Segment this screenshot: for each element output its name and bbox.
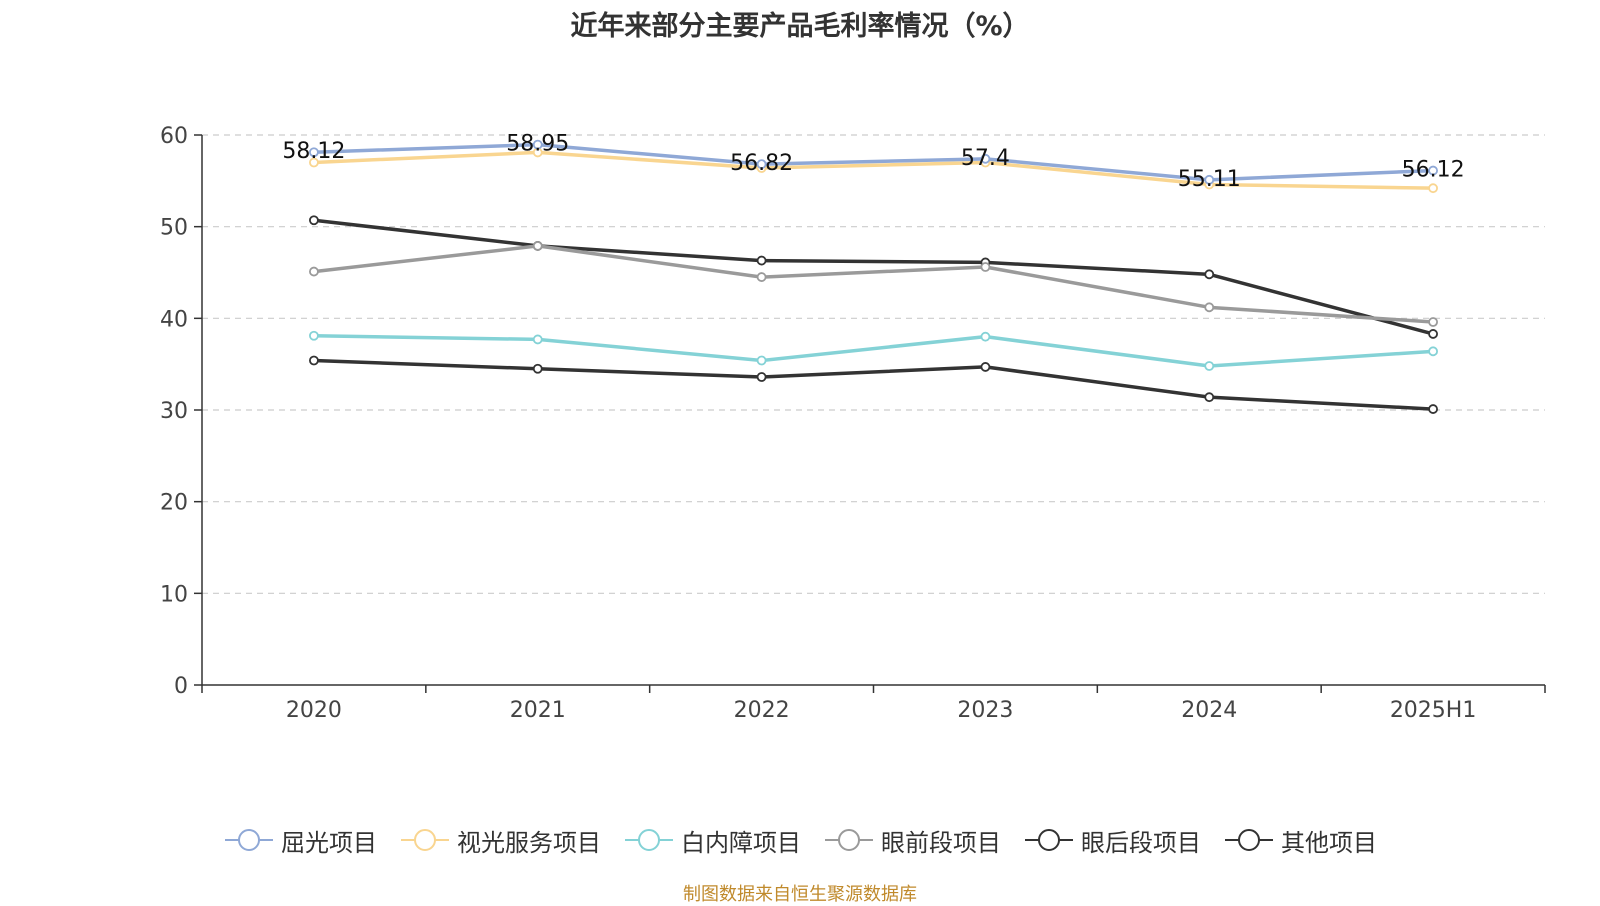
series-line [313,142,1434,182]
data-point [532,334,543,345]
data-point [309,330,319,341]
series-5 [309,215,1438,339]
legend-swatch [225,829,273,851]
x-tick-label: 2025H1 [1390,698,1477,723]
chart-title: 近年来部分主要产品毛利率情况（%） [570,11,1030,42]
y-tick-label: 20 [160,491,188,516]
data-point [532,241,543,251]
series-4 [309,241,1438,327]
data-point [980,153,991,164]
legend-label: 视光服务项目 [457,828,601,857]
data-point [756,272,767,282]
y-tick-label: 60 [160,124,188,149]
data-point [1428,317,1438,327]
data-point [756,159,767,170]
data-point [532,363,543,374]
series-line [313,358,1434,411]
x-tick-label: 2022 [734,698,790,723]
data-point [1204,269,1215,280]
x-tick-label: 2021 [510,698,566,723]
legend-item[interactable]: 屈光项目 [223,823,377,858]
series-line [313,334,1434,368]
data-point [1428,183,1438,194]
data-point [1204,174,1215,185]
data-label: 58.12 [282,139,345,164]
data-point [309,147,319,158]
data-point [1428,404,1438,414]
legend-swatch [825,829,873,851]
data-point [1204,392,1215,403]
data-point [1428,329,1438,339]
series-1 [309,139,1438,185]
legend-swatch [401,829,449,851]
x-tick-label: 2024 [1181,698,1237,723]
y-tick-label: 30 [160,399,188,424]
data-point [1204,361,1215,371]
series-6 [309,355,1438,414]
series-2 [309,147,1438,194]
data-label: 58.95 [506,132,569,157]
legend-item[interactable]: 其他项目 [1223,823,1377,858]
series-line [313,150,1434,190]
series-line [313,218,1434,336]
data-point [980,262,991,272]
data-point [532,139,543,150]
source-note: 制图数据来自恒生聚源数据库 [683,884,917,905]
x-tick-label: 2023 [957,698,1013,723]
legend-label: 其他项目 [1281,828,1377,857]
data-label: 57.4 [961,146,1010,171]
legend-item[interactable]: 视光服务项目 [399,823,601,858]
data-point [1204,302,1215,313]
legend-swatch [1225,829,1273,851]
y-tick-label: 0 [174,674,188,699]
series-line [313,244,1434,324]
data-point [980,362,991,372]
data-point [1428,346,1438,357]
legend-label: 屈光项目 [281,828,377,857]
data-label: 56.12 [1402,158,1465,183]
chart-legend: 屈光项目 视光服务项目 白内障项目 眼前段项目 眼后段项目 其他项目 [0,820,1600,860]
y-tick-label: 50 [160,216,188,241]
data-point [756,255,767,266]
series-3 [309,330,1438,371]
data-point [309,266,319,277]
legend-label: 眼后段项目 [1081,828,1201,857]
data-point [980,331,991,342]
legend-label: 眼前段项目 [881,828,1001,857]
data-point [309,355,319,366]
legend-swatch [625,829,673,851]
legend-item[interactable]: 白内障项目 [623,823,801,858]
legend-item[interactable]: 眼后段项目 [1023,823,1201,858]
legend-item[interactable]: 眼前段项目 [823,823,1001,858]
data-label: 55.11 [1178,167,1241,192]
x-tick-label: 2020 [286,698,342,723]
y-tick-label: 40 [160,307,188,332]
legend-swatch [1025,829,1073,851]
legend-label: 白内障项目 [681,828,801,857]
y-tick-label: 10 [160,582,188,607]
data-point [309,157,319,168]
data-point [309,215,319,226]
data-label: 56.82 [730,151,793,176]
data-point [756,372,767,382]
data-point [756,355,767,366]
data-point [1428,165,1438,176]
